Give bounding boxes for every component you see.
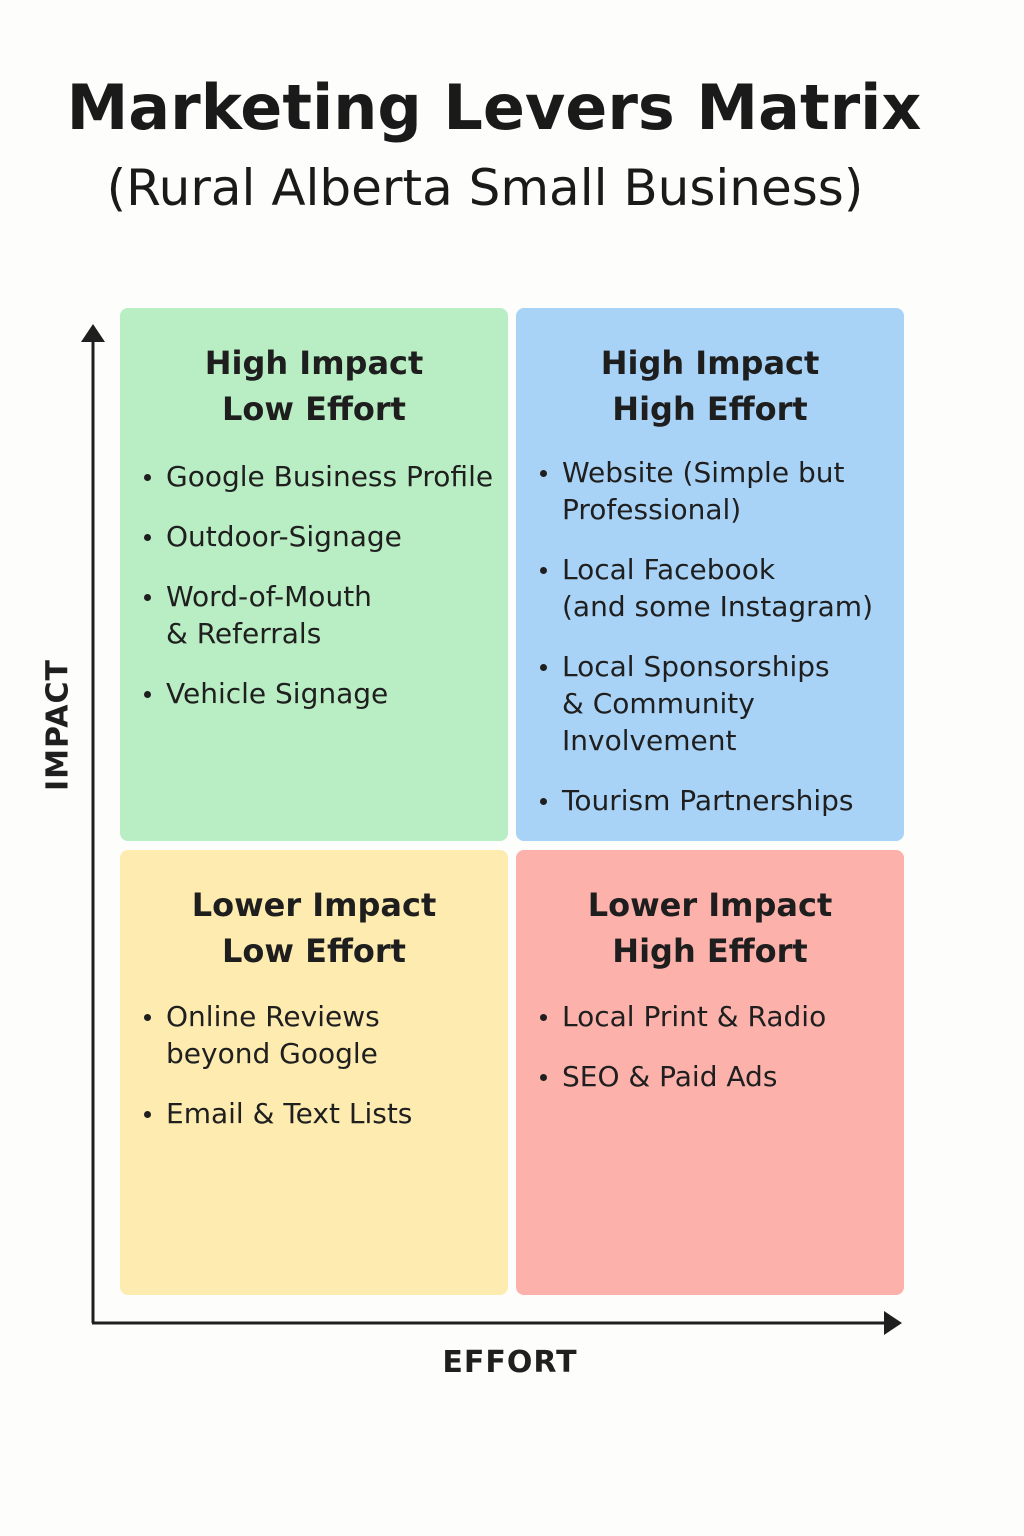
- list-item: Vehicle Signage: [142, 675, 504, 712]
- quadrant-heading: Lower Impact High Effort: [516, 882, 904, 974]
- x-axis-arrow: [884, 1311, 902, 1335]
- quadrant-item-list: Website (Simple but Professional) Local …: [538, 454, 900, 842]
- quadrant-heading: High Impact Low Effort: [120, 340, 508, 432]
- list-item: Website (Simple but Professional): [538, 454, 900, 528]
- quadrant-lower-impact-low-effort: Lower Impact Low Effort Online Reviews b…: [120, 850, 508, 1295]
- list-item: Google Business Profile: [142, 458, 504, 495]
- quadrant-item-list: Google Business Profile Outdoor-Signage …: [142, 458, 504, 735]
- page-subtitle: (Rural Alberta Small Business): [106, 159, 864, 217]
- list-item: Outdoor-Signage: [142, 518, 504, 555]
- list-item: Word-of-Mouth & Referrals: [142, 578, 504, 652]
- list-item: Online Reviews beyond Google: [142, 998, 504, 1072]
- quadrant-item-list: Local Print & Radio SEO & Paid Ads: [538, 998, 900, 1118]
- quadrant-high-impact-low-effort: High Impact Low Effort Google Business P…: [120, 308, 508, 841]
- quadrant-high-impact-high-effort: High Impact High Effort Website (Simple …: [516, 308, 904, 841]
- list-item: SEO & Paid Ads: [538, 1058, 900, 1095]
- quadrant-heading-line: Lower Impact: [587, 886, 833, 924]
- quadrant-heading-line: High Effort: [612, 390, 808, 428]
- x-axis-label: EFFORT: [442, 1345, 578, 1380]
- quadrant-heading-line: High Impact: [600, 344, 820, 382]
- list-item: Tourism Partnerships: [538, 782, 900, 819]
- list-item: Local Sponsorships & Community Involveme…: [538, 648, 900, 759]
- list-item: Local Facebook (and some Instagram): [538, 551, 900, 625]
- quadrant-heading-line: High Impact: [204, 344, 424, 382]
- quadrant-item-list: Online Reviews beyond Google Email & Tex…: [142, 998, 504, 1155]
- page-title: Marketing Levers Matrix: [66, 71, 922, 144]
- quadrant-heading-line: Low Effort: [222, 932, 406, 970]
- quadrant-heading-line: Lower Impact: [191, 886, 437, 924]
- list-item: Local Print & Radio: [538, 998, 900, 1035]
- quadrant-heading-line: High Effort: [612, 932, 808, 970]
- quadrant-heading: High Impact High Effort: [516, 340, 904, 432]
- list-item: Email & Text Lists: [142, 1095, 504, 1132]
- quadrant-lower-impact-high-effort: Lower Impact High Effort Local Print & R…: [516, 850, 904, 1295]
- y-axis-arrow: [81, 324, 105, 342]
- quadrant-heading-line: Low Effort: [222, 390, 406, 428]
- y-axis-label: IMPACT: [40, 659, 76, 791]
- quadrant-heading: Lower Impact Low Effort: [120, 882, 508, 974]
